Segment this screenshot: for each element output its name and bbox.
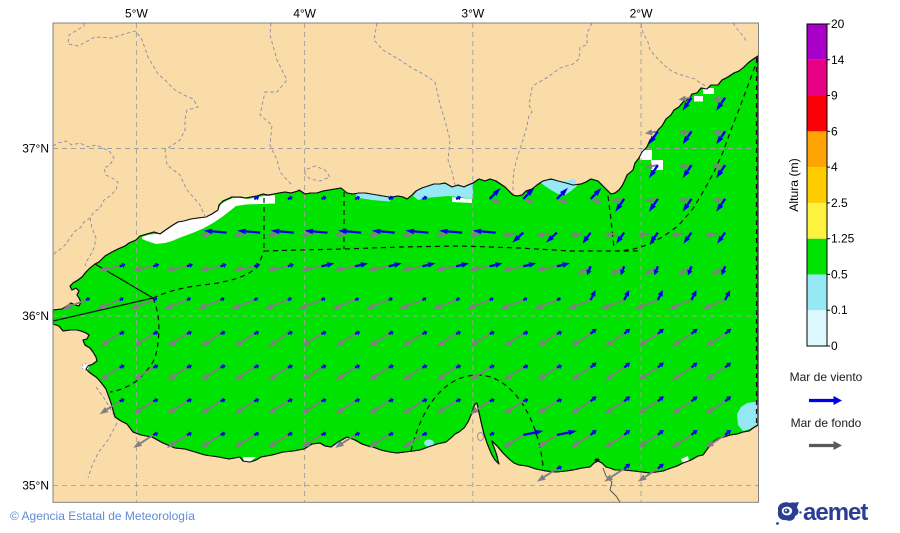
svg-text:Mar de viento: Mar de viento: [790, 370, 863, 384]
svg-text:0.5: 0.5: [831, 267, 848, 281]
svg-text:aemet: aemet: [803, 499, 868, 526]
svg-text:0.1: 0.1: [831, 303, 848, 317]
svg-text:4°W: 4°W: [293, 7, 316, 21]
svg-text:2°W: 2°W: [630, 7, 653, 21]
svg-text:1.25: 1.25: [831, 232, 855, 246]
svg-text:0: 0: [831, 339, 838, 353]
svg-text:9: 9: [831, 89, 838, 103]
svg-text:36°N: 36°N: [22, 309, 49, 323]
svg-text:3°W: 3°W: [461, 7, 484, 21]
svg-text:4: 4: [831, 160, 838, 174]
svg-text:© Agencia Estatal de Meteorolo: © Agencia Estatal de Meteorología: [10, 509, 195, 523]
svg-text:Altura (m): Altura (m): [787, 158, 801, 212]
svg-text:35°N: 35°N: [22, 478, 49, 492]
svg-text:2.5: 2.5: [831, 196, 848, 210]
svg-text:6: 6: [831, 124, 838, 138]
svg-text:Mar de fondo: Mar de fondo: [791, 416, 862, 430]
svg-text:20: 20: [831, 17, 845, 31]
svg-text:37°N: 37°N: [22, 142, 49, 156]
svg-text:5°W: 5°W: [125, 7, 148, 21]
svg-text:14: 14: [831, 53, 845, 67]
